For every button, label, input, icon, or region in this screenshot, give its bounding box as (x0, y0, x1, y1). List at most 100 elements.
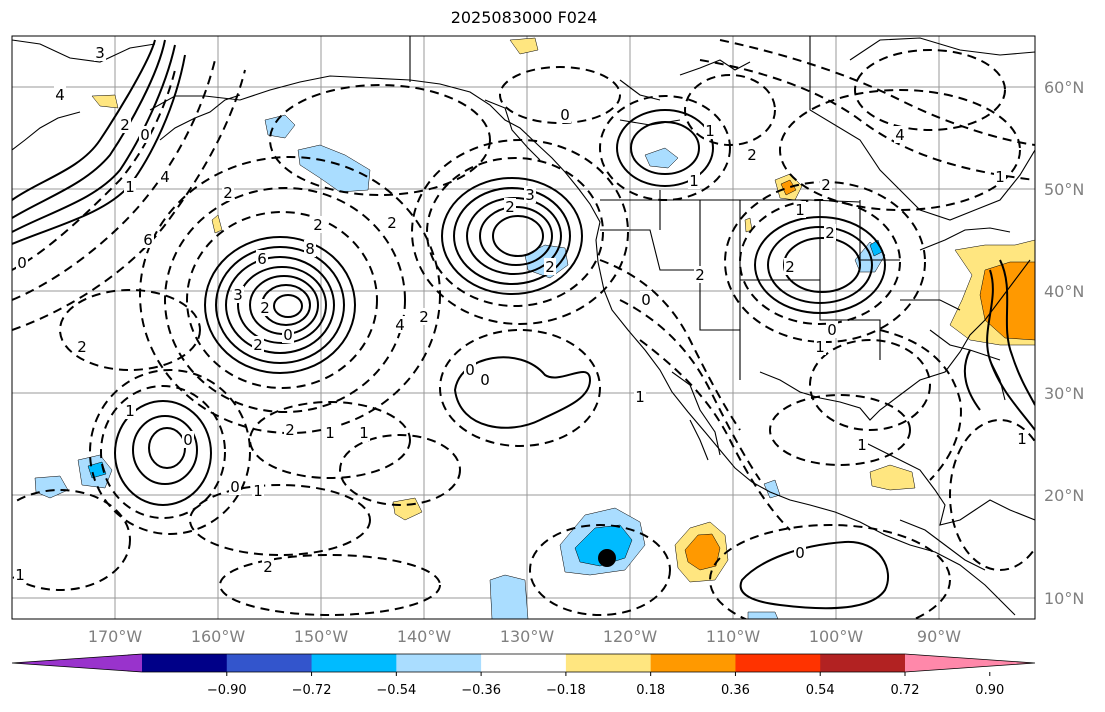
contour-label-bg (464, 361, 476, 378)
lat-label: 20°N (1044, 486, 1084, 505)
contour-label-bg (504, 198, 516, 215)
lon-label: 150°W (294, 627, 349, 646)
longitude-labels: 170°W 160°W 150°W 140°W 130°W 120°W 110°… (88, 627, 961, 646)
colorbar-tick-label: −0.90 (207, 683, 247, 698)
contour-label: 0 (140, 126, 150, 144)
contour-label-bg (824, 224, 836, 241)
contour-label: 1 (995, 168, 1005, 186)
colorbar-tick-label: 0.36 (721, 683, 750, 698)
contour-label-bg (394, 316, 406, 333)
shaded-anomalies (34, 37, 1035, 619)
contour-label: 1 (857, 436, 867, 454)
contour-label-bg (826, 321, 838, 338)
contour-label-bg (94, 44, 106, 61)
colorbar-segment (735, 654, 821, 672)
contour-label-bg (704, 122, 716, 139)
contour-label-bg (688, 172, 700, 189)
colorbar-tick-label: −0.72 (292, 683, 332, 698)
contour-label: 2 (747, 146, 757, 164)
contour-label: 2 (825, 224, 835, 242)
contour-label: 1 (1017, 430, 1027, 448)
contour-label: 2 (545, 258, 555, 276)
colorbar-tick-label: 0.90 (975, 683, 1004, 698)
contour-label: 1 (815, 338, 825, 356)
contour-label-bg (814, 338, 826, 355)
contour-label: 1 (125, 402, 135, 420)
lon-label: 170°W (88, 627, 143, 646)
contour-label: 0 (795, 544, 805, 562)
contour-label: 0 (283, 326, 293, 344)
contour-label-bg (259, 299, 271, 316)
contour-label: 0 (230, 478, 240, 496)
contour-label: 3 (95, 44, 105, 62)
contours-dashed (12, 39, 1035, 619)
contour-label-bg (124, 178, 136, 195)
contour-label-bg (746, 146, 758, 163)
colorbar-arrow-high (905, 654, 1035, 672)
contour-label-bg (222, 184, 234, 201)
lat-label: 30°N (1044, 384, 1084, 403)
colorbar-tick-label: −0.36 (461, 683, 501, 698)
contour-label-bg (142, 231, 154, 248)
contour-label-bg (640, 291, 652, 308)
contour-label-bg (14, 566, 26, 583)
lat-label: 40°N (1044, 282, 1084, 301)
contour-label-bg (358, 424, 370, 441)
contour-label: 1 (15, 566, 25, 584)
contour-label: 0 (560, 106, 570, 124)
colorbar-segment (226, 654, 313, 672)
contour-label-bg (304, 240, 316, 257)
colorbar-segment (650, 654, 736, 672)
contour-label: 2 (695, 266, 705, 284)
contour-labels: 3420632022684201224302202221011221100101… (14, 44, 1028, 584)
contour-label: 1 (253, 482, 263, 500)
contour-label: 4 (395, 316, 405, 334)
colorbar-segment (481, 654, 567, 672)
contour-label-bg (54, 86, 66, 103)
contour-label-bg (229, 478, 241, 495)
contour-label-bg (256, 250, 268, 267)
contour-label: 1 (125, 178, 135, 196)
contour-label-bg (182, 431, 194, 448)
contour-label: 2 (821, 176, 831, 194)
map-background (12, 36, 1035, 619)
colorbar-segment (565, 654, 652, 672)
contour-label-bg (544, 258, 556, 275)
contour-label: 2 (505, 198, 515, 216)
contour-label: 1 (689, 172, 699, 190)
contour-label: 8 (305, 240, 315, 258)
contour-label-bg (418, 308, 430, 325)
lat-label: 60°N (1044, 78, 1084, 97)
contour-label-bg (894, 126, 906, 143)
contour-label: 2 (263, 558, 273, 576)
contour-label-bg (139, 126, 151, 143)
contour-label: 2 (285, 421, 295, 439)
contour-label-bg (252, 482, 264, 499)
contour-label-bg (119, 116, 131, 133)
contour-label-bg (262, 558, 274, 575)
contour-label-bg (16, 254, 28, 271)
latitude-labels: 60°N 50°N 40°N 30°N 20°N 10°N (1044, 78, 1084, 608)
contour-label: 1 (325, 424, 335, 442)
colorbar-tick-label: −0.18 (546, 683, 586, 698)
contour-label: 0 (17, 254, 27, 272)
contour-label-bg (994, 168, 1006, 185)
colorbar-tick-label: −0.54 (376, 683, 416, 698)
contour-label-bg (820, 176, 832, 193)
contour-label: 2 (785, 258, 795, 276)
lat-label: 50°N (1044, 180, 1084, 199)
contour-label: 2 (120, 116, 130, 134)
contour-label-bg (794, 201, 806, 218)
contour-label: 0 (641, 291, 651, 309)
chart-title: 2025083000 F024 (450, 8, 598, 27)
contour-label: 1 (635, 388, 645, 406)
contour-label-bg (856, 436, 868, 453)
colorbar-tick-label: 0.72 (891, 683, 920, 698)
colorbar-outline (11, 653, 1036, 673)
contour-label: 0 (827, 321, 837, 339)
contour-label-bg (232, 286, 244, 303)
contour-label: 0 (465, 361, 475, 379)
lon-label: 130°W (500, 627, 555, 646)
colorbar-segment (311, 654, 397, 672)
